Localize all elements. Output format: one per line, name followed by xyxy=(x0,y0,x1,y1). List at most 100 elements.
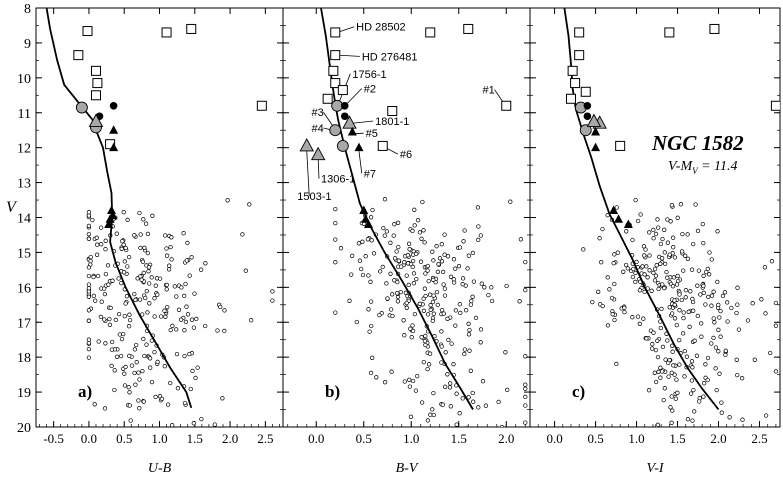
field-star xyxy=(739,429,743,433)
field-star xyxy=(125,264,130,269)
field-star xyxy=(406,282,411,288)
field-star xyxy=(411,281,417,286)
field-star xyxy=(712,320,717,325)
field-star xyxy=(705,355,711,361)
field-star xyxy=(655,338,660,343)
field-star xyxy=(421,359,426,365)
field-star xyxy=(685,232,690,237)
field-star xyxy=(168,244,173,250)
field-star xyxy=(369,238,374,243)
field-star xyxy=(773,323,779,328)
annotation-label: 1306-1 xyxy=(321,174,355,186)
field-star xyxy=(86,210,92,215)
field-star xyxy=(138,232,143,237)
x-tick-label: 1.5 xyxy=(669,431,685,446)
field-star xyxy=(396,244,401,250)
field-star xyxy=(479,281,484,286)
field-star xyxy=(739,376,745,381)
field-star xyxy=(665,338,670,343)
field-star xyxy=(670,408,675,413)
field-star xyxy=(413,388,419,393)
field-star xyxy=(112,368,117,373)
field-star xyxy=(669,420,674,425)
field-star xyxy=(439,329,444,334)
field-star xyxy=(667,305,672,310)
field-star xyxy=(147,281,152,286)
field-star xyxy=(438,429,442,433)
field-star xyxy=(402,333,407,338)
annotation-label: #1 xyxy=(483,85,495,97)
field-star xyxy=(675,273,680,279)
field-star xyxy=(86,273,92,279)
field-star xyxy=(476,224,481,229)
field-star xyxy=(135,276,140,281)
distance-modulus-value: = 11.4 xyxy=(698,159,738,174)
field-star xyxy=(471,399,476,404)
field-star xyxy=(172,284,177,289)
field-star xyxy=(162,364,167,369)
field-star xyxy=(659,306,664,312)
field-star xyxy=(453,308,458,313)
field-star xyxy=(402,379,407,384)
field-star xyxy=(347,298,352,303)
field-star xyxy=(184,304,189,309)
field-star xyxy=(121,331,126,337)
field-star xyxy=(633,279,638,285)
open-square-marker xyxy=(161,27,172,38)
field-star xyxy=(428,412,433,417)
field-star xyxy=(489,298,495,304)
field-star xyxy=(696,268,702,273)
field-star xyxy=(684,354,690,359)
field-star xyxy=(86,346,92,352)
field-star xyxy=(102,291,108,297)
field-star xyxy=(734,310,739,316)
field-star xyxy=(174,429,178,433)
field-star xyxy=(356,241,362,246)
field-star xyxy=(136,429,140,433)
field-star xyxy=(366,307,371,312)
field-star xyxy=(350,253,355,258)
field-star xyxy=(696,429,700,433)
field-star xyxy=(711,335,716,341)
field-star xyxy=(460,276,466,281)
field-star xyxy=(523,394,528,400)
field-star xyxy=(719,410,724,415)
field-star xyxy=(670,349,675,354)
field-star xyxy=(599,260,604,265)
distance-modulus-subscript: V xyxy=(692,166,699,176)
field-star xyxy=(94,235,99,240)
field-star xyxy=(109,347,115,352)
field-star xyxy=(713,366,718,371)
field-star xyxy=(430,407,435,412)
field-star xyxy=(382,197,388,202)
field-star xyxy=(152,296,157,301)
field-star xyxy=(338,246,344,251)
open-square-marker xyxy=(377,140,388,151)
field-star xyxy=(669,203,675,208)
field-star xyxy=(118,353,124,359)
field-star xyxy=(392,222,397,227)
field-star xyxy=(496,399,501,405)
field-star xyxy=(182,400,188,406)
field-star xyxy=(109,339,115,345)
field-star xyxy=(185,240,190,246)
field-star xyxy=(147,356,153,361)
open-square-marker xyxy=(615,140,626,151)
field-star xyxy=(423,333,428,339)
field-star xyxy=(425,418,430,423)
field-star xyxy=(369,323,374,329)
field-star xyxy=(185,312,191,317)
field-star xyxy=(709,257,714,262)
field-star xyxy=(701,394,706,399)
field-star xyxy=(685,256,691,261)
x-tick-label: 2.5 xyxy=(257,431,273,446)
field-star xyxy=(86,265,92,270)
field-star xyxy=(382,233,387,238)
field-star xyxy=(428,303,433,308)
field-star xyxy=(689,378,695,383)
field-star xyxy=(167,263,172,268)
field-star xyxy=(517,299,522,304)
field-star xyxy=(523,403,528,408)
field-star xyxy=(454,422,459,427)
